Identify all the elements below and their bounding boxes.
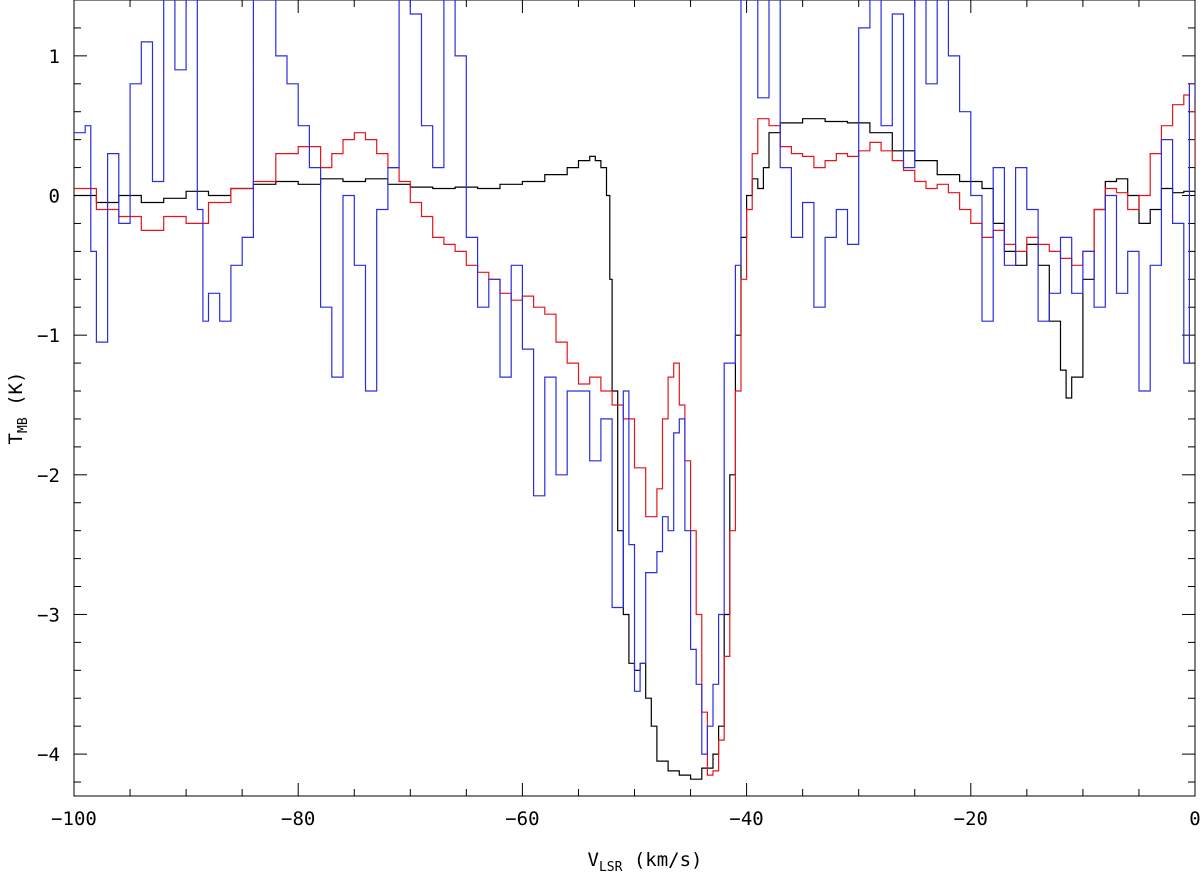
x-tick-label: −100 — [51, 808, 97, 830]
series-line-2 — [74, 94, 1195, 776]
y-tick-label: 0 — [49, 186, 60, 208]
y-tick-label: −3 — [37, 604, 60, 626]
tick-labels: −100 −80 −60 −40 −20 0 −4 −3 −2 −1 0 1 — [37, 46, 1200, 830]
y-tick-label: 1 — [49, 46, 60, 68]
y-axis-title-unit: (K) — [5, 372, 27, 418]
x-axis-title-main: V — [587, 849, 598, 871]
x-tick-label: −80 — [281, 808, 315, 830]
series-line-3 — [74, 0, 1195, 755]
y-axis-title: TMB (K) — [5, 372, 31, 445]
axis-ticks — [73, 0, 1196, 796]
y-axis-title-subscript: MB — [16, 417, 31, 433]
x-tick-label: 0 — [1189, 808, 1200, 830]
x-tick-label: −20 — [954, 808, 988, 830]
x-tick-label: −40 — [729, 808, 763, 830]
y-tick-label: −1 — [37, 325, 60, 347]
x-axis-title-subscript: LSR — [599, 860, 623, 875]
x-axis-title-unit: (km/s) — [622, 849, 702, 871]
y-axis-title-main: T — [5, 433, 27, 444]
series-group — [74, 0, 1195, 780]
x-tick-label: −60 — [505, 808, 539, 830]
y-tick-label: −2 — [37, 465, 60, 487]
x-axis-title: VLSR (km/s) — [587, 849, 702, 875]
y-tick-label: −4 — [37, 744, 60, 766]
